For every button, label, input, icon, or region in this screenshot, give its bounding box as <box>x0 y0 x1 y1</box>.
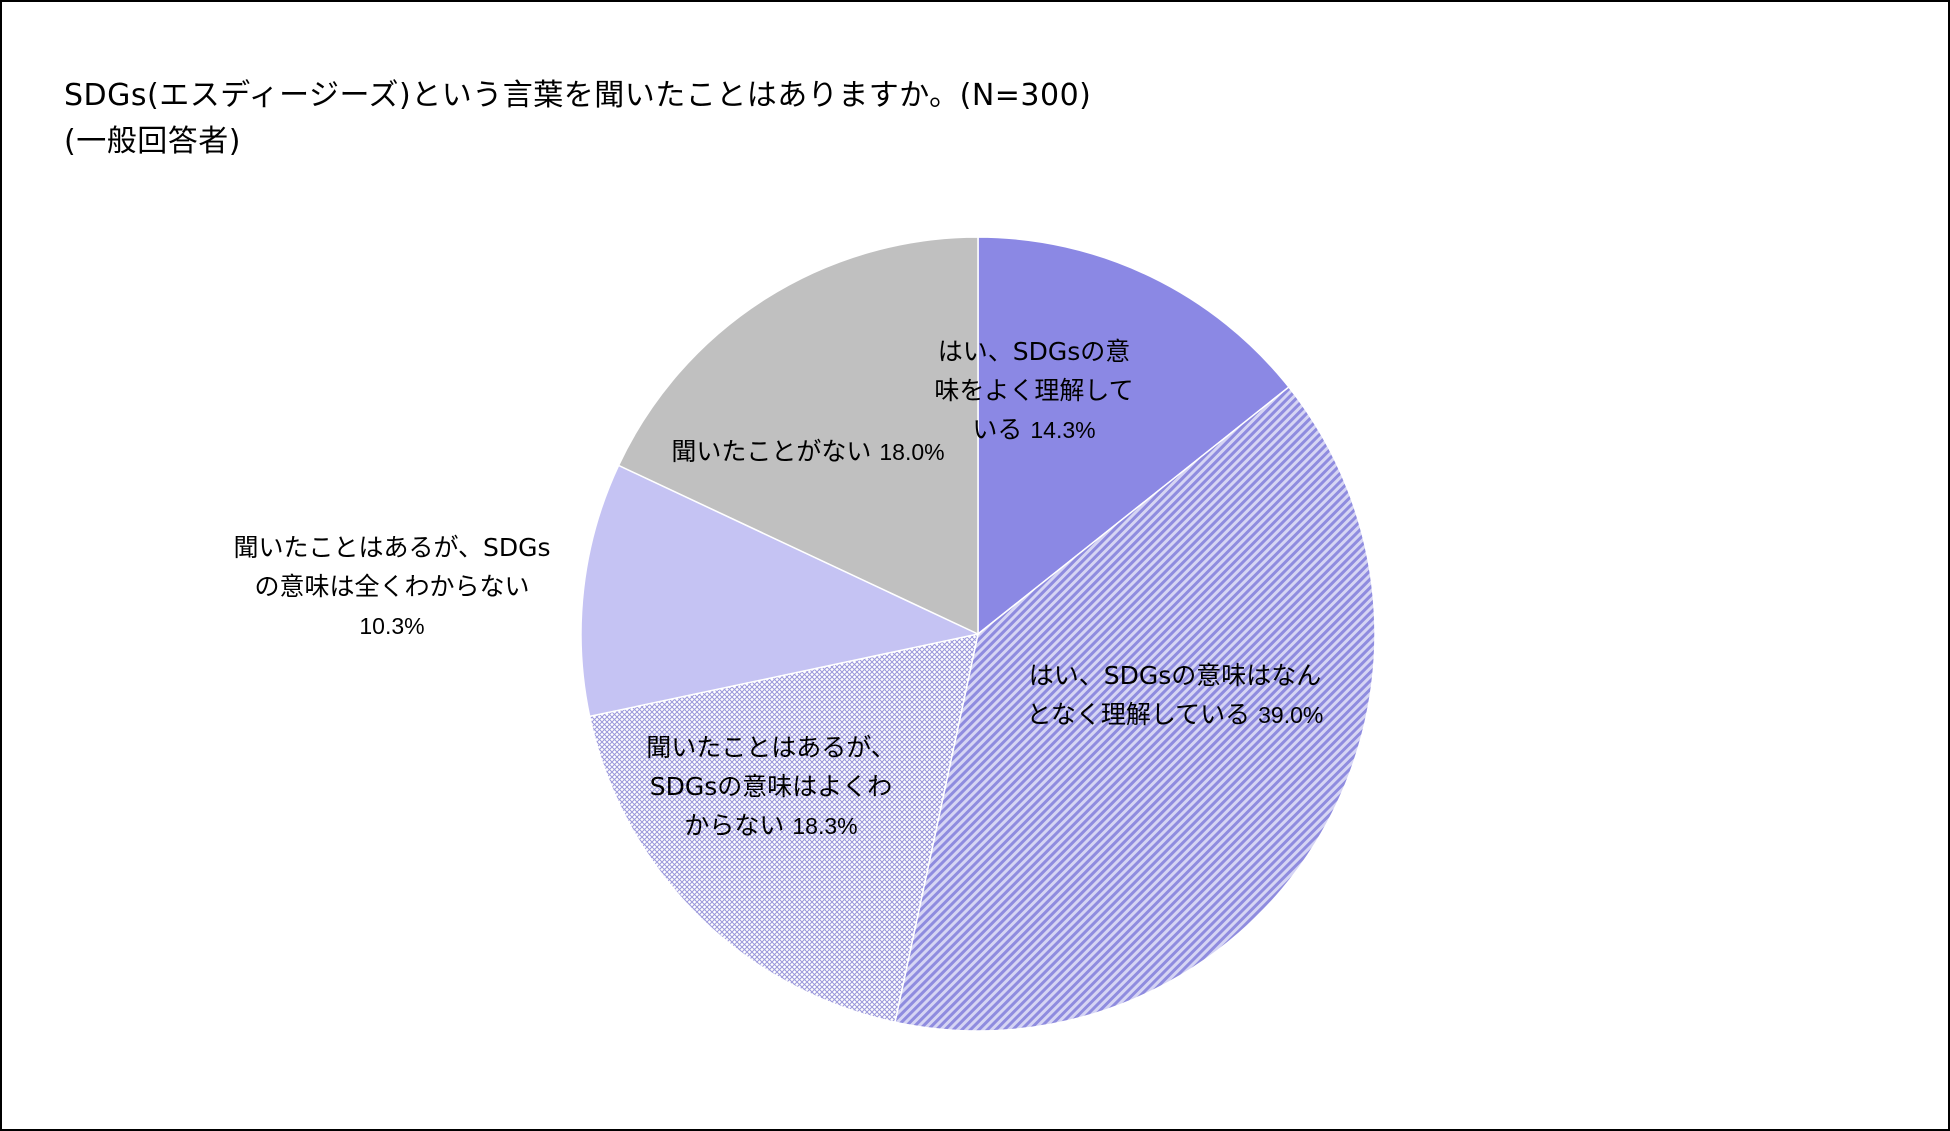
pie-slices <box>580 236 1376 1032</box>
pie-slice-3 <box>580 464 981 718</box>
slice-label-line: いる 14.3% <box>934 410 1133 450</box>
slice-label-text: となく理解している <box>1026 700 1251 729</box>
slice-label-line: はい、SDGsの意 <box>937 337 1131 366</box>
slice-label-understand-well: はい、SDGsの意 味をよく理解して いる 14.3% <box>934 332 1133 450</box>
slice-label-line: 味をよく理解して <box>934 376 1134 405</box>
slice-label-line: の意味は全くわからない <box>254 572 530 601</box>
pie-slice-0 <box>977 236 1290 636</box>
slice-label-line: はい、SDGsの意味はなん <box>1028 661 1322 690</box>
pie-slice-1 <box>894 385 1376 1032</box>
slice-value-label: 14.3% <box>1030 417 1096 443</box>
slice-label-line: 聞いたことがない 18.0% <box>671 432 944 472</box>
chart-subtitle: (一般回答者) <box>64 124 241 159</box>
slice-value-label: 39.0% <box>1258 702 1324 728</box>
pie-slice-4 <box>617 236 979 636</box>
slice-label-heard-not-understand: 聞いたことはあるが、 SDGsの意味はよくわ からない 18.3% <box>646 728 896 846</box>
slice-label-heard-no-idea: 聞いたことはあるが、SDGs の意味は全くわからない 10.3% <box>233 528 550 646</box>
slice-value-label: 18.0% <box>879 439 945 465</box>
slice-label-line: SDGsの意味はよくわ <box>649 772 893 801</box>
slice-label-line: 10.3% <box>233 606 550 646</box>
slice-label-understand-somewhat: はい、SDGsの意味はなん となく理解している 39.0% <box>1027 656 1324 735</box>
slice-label-line: となく理解している 39.0% <box>1027 695 1324 735</box>
slice-value-label: 18.3% <box>792 813 858 839</box>
slice-label-text: いる <box>972 415 1023 444</box>
slice-label-line: 聞いたことはあるが、 <box>646 733 896 762</box>
slice-label-line: 聞いたことはあるが、SDGs <box>233 533 551 562</box>
chart-title: SDGs(エスディージーズ)という言葉を聞いたことはありますか。(N=300) <box>64 78 1092 113</box>
slice-label-never-heard: 聞いたことがない 18.0% <box>671 432 944 472</box>
slice-value-label: 10.3% <box>359 613 425 639</box>
slice-label-line: からない 18.3% <box>646 806 896 846</box>
pie-slice-2 <box>588 633 979 1024</box>
slice-label-text: からない <box>684 811 785 840</box>
slice-label-text: 聞いたことがない <box>671 437 872 466</box>
